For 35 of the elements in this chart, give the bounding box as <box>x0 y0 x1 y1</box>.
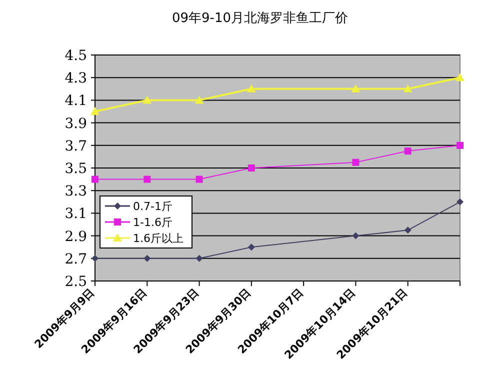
point <box>196 176 203 183</box>
point <box>351 84 360 92</box>
point <box>246 84 256 92</box>
point <box>403 84 412 92</box>
point <box>404 226 412 234</box>
ytick: 4.3 <box>64 70 87 87</box>
point <box>92 176 98 183</box>
point <box>142 96 152 104</box>
point <box>144 254 151 262</box>
point <box>248 244 255 251</box>
point <box>144 176 151 183</box>
point <box>456 198 464 206</box>
point <box>196 254 203 262</box>
ytick: 3.9 <box>64 116 87 132</box>
point <box>90 107 100 115</box>
point <box>404 148 412 155</box>
ytick: 3.5 <box>64 161 87 177</box>
point <box>456 73 464 82</box>
ytick: 4.5 <box>64 48 87 64</box>
ytick: 2.9 <box>64 228 87 245</box>
ytick: 3.1 <box>64 206 87 222</box>
ytick: 3.3 <box>64 184 87 200</box>
ytick: 4.1 <box>64 93 87 110</box>
ytick: 2.7 <box>64 251 87 268</box>
ytick: 2.5 <box>64 274 87 290</box>
legend-label: 1.6斤以上 <box>133 232 184 245</box>
point <box>352 158 360 166</box>
point <box>194 96 204 104</box>
point <box>456 142 464 149</box>
point <box>248 164 255 172</box>
legend-label: 1-1.6斤 <box>133 216 172 229</box>
legend-label: 0.7-1斤 <box>133 200 172 213</box>
ytick: 3.7 <box>64 138 87 154</box>
point <box>352 232 360 240</box>
title: 09年9-10月北海罗非鱼工厂价 <box>172 11 348 26</box>
